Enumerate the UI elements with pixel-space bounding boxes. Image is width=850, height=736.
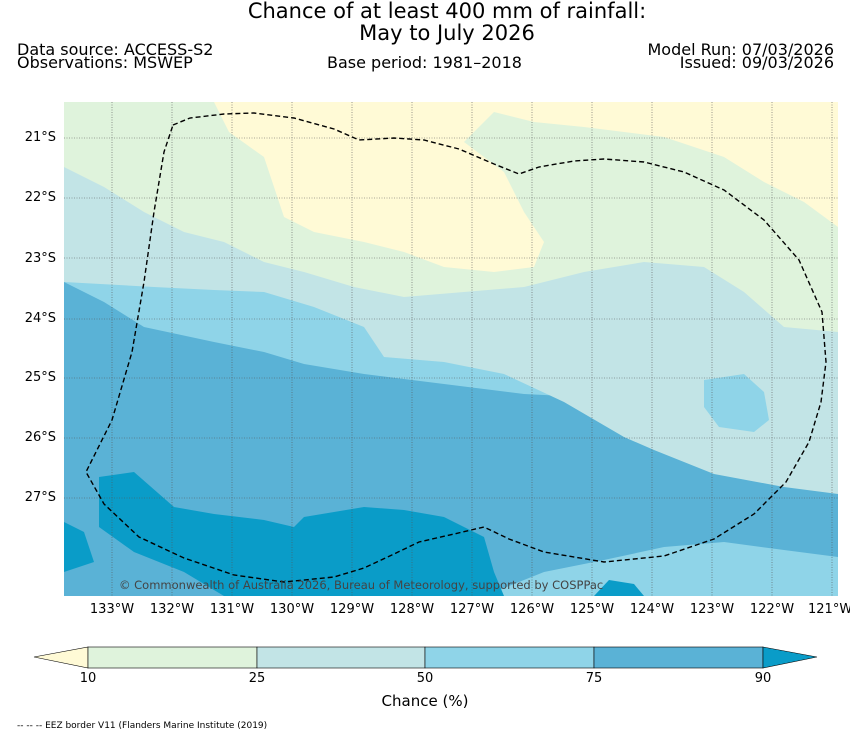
map-copyright: © Commonwealth of Australia 2026, Bureau… <box>119 578 603 592</box>
observations-label: Observations: MSWEP <box>17 53 193 72</box>
data-source-label: Data source: ACCESS-S2 <box>17 40 214 59</box>
colorbar-tick: 50 <box>416 671 434 686</box>
lon-label: 122°W <box>749 602 795 617</box>
colorbar-segment-10-25 <box>87 646 258 669</box>
lat-label: 27°S <box>24 490 56 505</box>
map-title-line1: Chance of at least 400 mm of rainfall: <box>247 0 647 23</box>
lon-label: 127°W <box>449 602 495 617</box>
lon-label: 124°W <box>629 602 675 617</box>
zone-50-75-south <box>484 542 838 596</box>
lat-label: 24°S <box>24 311 56 326</box>
colorbar-segment-25-50 <box>256 646 426 669</box>
map-title-line2: May to July 2026 <box>359 21 535 45</box>
model-run-label: Model Run: 07/03/2026 <box>647 40 835 59</box>
rainfall-map: © Commonwealth of Australia 2026, Bureau… <box>64 102 838 596</box>
lon-label: 132°W <box>149 602 195 617</box>
colorbar-tick: 25 <box>248 671 266 686</box>
colorbar-tick: 10 <box>79 671 97 686</box>
lon-label: 130°W <box>269 602 315 617</box>
zone-gt90 <box>99 472 504 596</box>
zone-75-90-east-patch <box>704 374 769 432</box>
lat-label: 21°S <box>24 130 56 145</box>
eez-border <box>85 112 827 583</box>
colorbar-tick: 75 <box>585 671 603 686</box>
colorbar-tick: 90 <box>754 671 772 686</box>
lon-label: 129°W <box>329 602 375 617</box>
lon-label: 126°W <box>509 602 555 617</box>
lat-label: 23°S <box>24 251 56 266</box>
colorbar-segment-75-90 <box>593 646 764 669</box>
eez-legend: -- -- -- EEZ border V11 (Flanders Marine… <box>17 721 268 731</box>
issued-label: Issued: 09/03/2026 <box>679 53 834 72</box>
lon-label: 133°W <box>89 602 135 617</box>
lon-label: 131°W <box>209 602 255 617</box>
map-gridlines <box>64 102 838 596</box>
lat-label: 26°S <box>24 430 56 445</box>
lon-label: 128°W <box>389 602 435 617</box>
zone-gt90-west <box>64 522 94 572</box>
colorbar-segment-gt90 <box>762 646 818 669</box>
base-period-label: Base period: 1981–2018 <box>327 53 522 72</box>
colorbar-segment-lt10 <box>33 646 89 669</box>
lon-label: 121°W <box>808 602 850 617</box>
colorbar-label: Chance (%) <box>381 692 469 710</box>
zone-gt90-southeast <box>594 580 644 596</box>
colorbar-segment-50-75 <box>424 646 595 669</box>
colorbar <box>33 646 818 669</box>
zone-lt10 <box>214 102 838 272</box>
lon-label: 123°W <box>689 602 735 617</box>
lat-label: 25°S <box>24 370 56 385</box>
lat-label: 22°S <box>24 190 56 205</box>
lon-label: 125°W <box>569 602 615 617</box>
